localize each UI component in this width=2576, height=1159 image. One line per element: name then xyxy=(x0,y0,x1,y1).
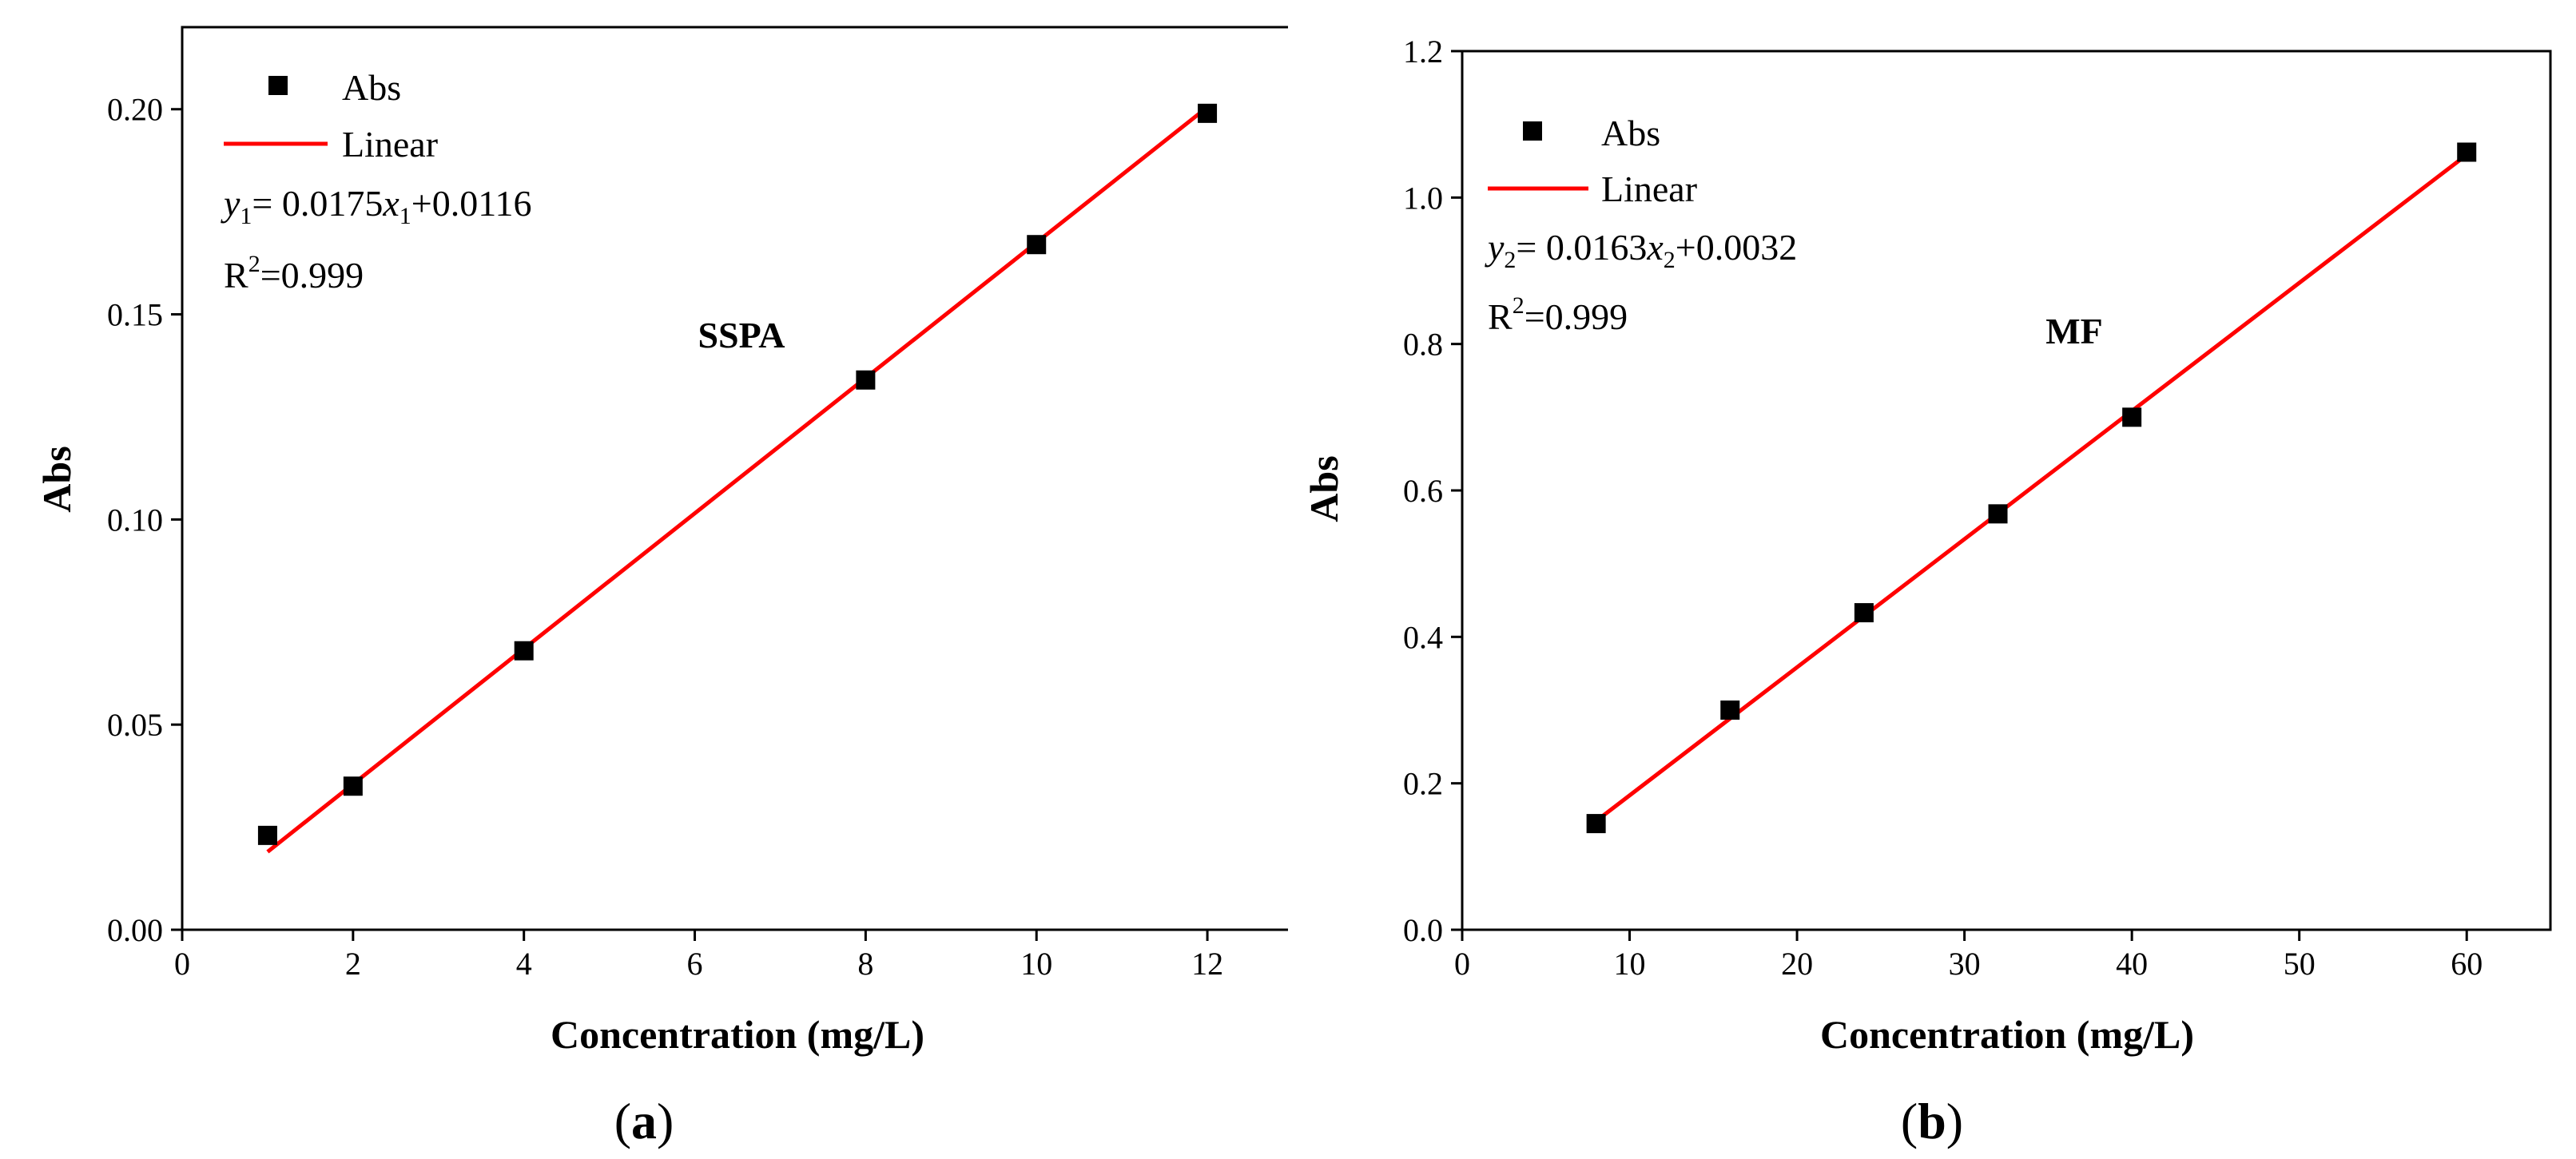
y-tick-label: 0.0 xyxy=(1403,912,1443,948)
data-point xyxy=(257,825,277,845)
y-axis-ticks: 0.00 0.05 0.10 0.15 0.20 xyxy=(107,92,182,948)
chart-annotation: MF xyxy=(2045,311,2103,351)
fit-line-group xyxy=(1595,153,2468,823)
panel-label: (a) xyxy=(614,1093,674,1149)
x-tick-label: 12 xyxy=(1191,946,1223,982)
plot-frame xyxy=(181,26,1288,931)
eq-x: x xyxy=(382,183,400,224)
r-squared: R2=0.999 xyxy=(224,251,364,296)
legend-marker-abs xyxy=(1523,121,1542,141)
legend-label-abs: Abs xyxy=(342,67,401,108)
data-point xyxy=(1720,701,1740,720)
data-point xyxy=(1988,504,2008,524)
eq-tail: +0.0032 xyxy=(1676,227,1797,268)
y-tick-label: 0.15 xyxy=(107,297,163,333)
eq-y: y xyxy=(221,183,241,224)
r2-r: R xyxy=(224,255,248,296)
regression-equation: y2= 0.0163x2+0.0032 xyxy=(1485,227,1797,273)
legend: Abs Linear xyxy=(224,67,438,165)
y-axis-label: Abs xyxy=(34,446,79,512)
fit-line xyxy=(1595,153,2468,823)
fit-line xyxy=(266,105,1209,854)
eq-tail: +0.0116 xyxy=(411,183,532,224)
data-points-group xyxy=(257,103,1218,845)
eq-y: y xyxy=(1485,227,1505,268)
x-tick-label: 2 xyxy=(345,946,361,982)
chart-b-svg: 0 10 20 30 40 50 60 0.0 0.2 0.4 0.6 0.8 1.0 1.2 Abs … xyxy=(1302,34,2552,1149)
x-tick-label: 30 xyxy=(1949,946,1981,982)
eq-mid: = 0.0175 xyxy=(252,183,383,224)
x-axis-ticks: 0 2 4 6 8 10 12 xyxy=(174,930,1223,982)
data-points-group xyxy=(1586,142,2477,834)
chart-panel-a: 0 2 4 6 8 10 12 0.00 0.05 0.10 0.15 0.20 Abs Linea… xyxy=(34,26,1288,1149)
x-tick-label: 60 xyxy=(2451,946,2483,982)
y-tick-label: 0.4 xyxy=(1403,619,1443,655)
x-tick-label: 8 xyxy=(857,946,873,982)
data-point xyxy=(1198,103,1218,123)
x-tick-label: 0 xyxy=(1454,946,1470,982)
panel-label: (b) xyxy=(1901,1093,1963,1149)
data-point xyxy=(1854,603,1874,623)
x-tick-label: 0 xyxy=(174,946,190,982)
y-tick-label: 0.2 xyxy=(1403,766,1443,802)
x-tick-label: 4 xyxy=(516,946,532,982)
x-tick-label: 50 xyxy=(2284,946,2316,982)
data-point xyxy=(2122,407,2142,427)
y-tick-label: 1.2 xyxy=(1403,34,1443,69)
data-point xyxy=(514,641,534,661)
data-point xyxy=(1586,814,1606,834)
y-axis-label: Abs xyxy=(1302,455,1346,522)
chart-panel-b: 0 10 20 30 40 50 60 0.0 0.2 0.4 0.6 0.8 1.0 1.2 Abs … xyxy=(1288,0,2576,1159)
legend-label-abs: Abs xyxy=(1601,113,1660,153)
legend-marker-abs xyxy=(268,76,288,95)
r2-r: R xyxy=(1488,296,1513,337)
eq-y-sub: 1 xyxy=(240,203,252,229)
regression-equation: y1= 0.0175x1+0.0116 xyxy=(221,183,532,229)
x-tick-label: 6 xyxy=(687,946,703,982)
data-point xyxy=(2457,142,2477,162)
y-tick-label: 0.20 xyxy=(107,92,163,128)
y-tick-label: 0.6 xyxy=(1403,473,1443,509)
y-axis-ticks: 0.0 0.2 0.4 0.6 0.8 1.0 1.2 xyxy=(1403,34,1462,948)
legend-label-linear: Linear xyxy=(1601,169,1697,209)
x-axis-label: Concentration (mg/L) xyxy=(1820,1012,2194,1057)
y-tick-label: 0.8 xyxy=(1403,327,1443,363)
r-squared: R2=0.999 xyxy=(1488,292,1628,337)
chart-a-svg: 0 2 4 6 8 10 12 0.000.050.100.150.20 Abs Linea… xyxy=(34,26,1288,1149)
fit-line-group xyxy=(266,105,1209,854)
eq-x-sub: 1 xyxy=(400,203,411,229)
eq-x-sub: 2 xyxy=(1664,247,1676,273)
panel-letter: a xyxy=(631,1093,657,1149)
y-tick-label: 0.00 xyxy=(107,912,163,948)
y-tick-label: 0.05 xyxy=(107,707,163,743)
x-tick-label: 20 xyxy=(1781,946,1813,982)
y-tick-label: 1.0 xyxy=(1403,180,1443,216)
x-axis-label: Concentration (mg/L) xyxy=(551,1012,924,1057)
data-point xyxy=(856,370,876,390)
data-point xyxy=(1027,235,1047,255)
y-tick-label: 0.10 xyxy=(107,502,163,538)
legend-label-linear: Linear xyxy=(342,124,438,165)
eq-mid: = 0.0163 xyxy=(1516,227,1647,268)
x-tick-label: 10 xyxy=(1020,946,1052,982)
x-tick-label: 10 xyxy=(1614,946,1646,982)
x-tick-label: 40 xyxy=(2116,946,2148,982)
r2-value: =0.999 xyxy=(1525,296,1628,337)
legend: Abs Linear xyxy=(1488,113,1697,209)
panel-letter: b xyxy=(1918,1093,1946,1149)
r2-value: =0.999 xyxy=(260,255,364,296)
x-axis-ticks: 0 10 20 30 40 50 60 xyxy=(1454,930,2483,982)
r2-sup: 2 xyxy=(248,251,260,277)
eq-x: x xyxy=(1646,227,1664,268)
chart-annotation: SSPA xyxy=(698,315,785,355)
eq-y-sub: 2 xyxy=(1504,247,1516,273)
data-point xyxy=(343,776,363,796)
r2-sup: 2 xyxy=(1513,292,1525,319)
chart-a-plot-frame xyxy=(181,26,1288,931)
